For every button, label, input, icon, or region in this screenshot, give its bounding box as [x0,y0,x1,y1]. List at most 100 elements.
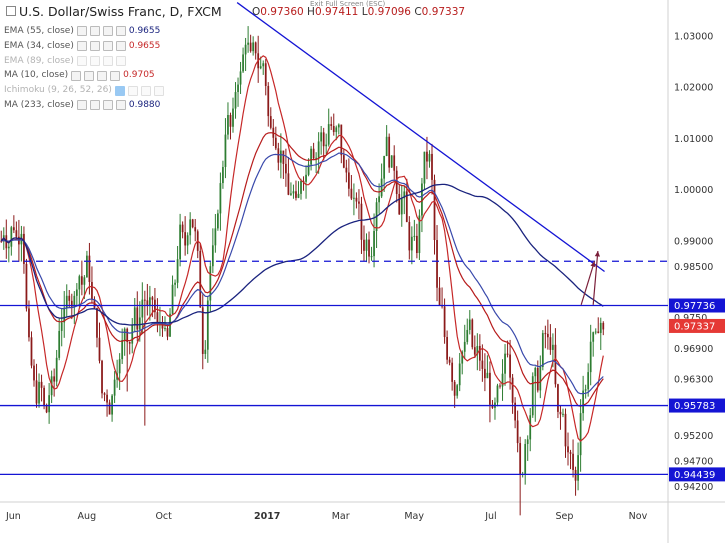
source-icon[interactable] [102,100,113,111]
candle-body [481,360,484,369]
candle-body [222,167,224,184]
candle-body [83,277,86,285]
y-tick-label: 1.00000 [674,185,713,196]
eye-icon[interactable] [71,70,82,81]
gear-icon[interactable] [127,85,138,96]
candle-body [148,297,151,306]
candle-body [161,322,164,329]
candle-body [0,240,3,242]
level-price-badge [669,298,725,313]
exit-fullscreen-hint[interactable]: Exit Full Screen (ESC) [310,0,386,8]
x-tick-label: Mar [332,511,350,522]
legend-row[interactable]: Ichimoku (9, 26, 52, 26) [4,83,164,98]
eye-icon[interactable] [76,41,87,52]
eye-icon[interactable] [76,55,87,66]
candle-body [126,328,129,343]
candle-body [531,376,534,416]
candle-body [360,203,363,240]
candle-body [347,172,350,189]
candle-body [587,372,590,390]
y-tick-label: 1.02000 [674,83,713,94]
candle-body [166,328,169,337]
legend-row[interactable]: EMA (55, close) 0.9655 [4,24,164,39]
candle-body [400,198,403,215]
candle-body [227,115,229,135]
candle-body [327,124,330,145]
candle-body [423,151,426,184]
candle-body [436,240,438,288]
source-icon[interactable] [102,41,113,52]
source-icon[interactable] [97,70,108,81]
close-icon[interactable] [110,70,121,81]
candle-body [136,307,139,330]
close-icon[interactable] [115,100,126,111]
gear-icon[interactable] [84,70,95,81]
candle-body [237,84,239,93]
candle-body [511,377,514,403]
eye-icon[interactable] [76,26,87,37]
legend-label: EMA (34, close) [4,40,74,51]
symbol-square-icon[interactable] [6,6,16,16]
candle-body [68,295,71,301]
candle-body [279,150,282,163]
candle-body [552,344,554,350]
candle-body [466,329,469,342]
ema34-line [1,132,604,407]
candle-body [189,219,192,236]
gear-icon[interactable] [89,26,100,37]
eye-icon[interactable] [114,85,125,96]
close-icon[interactable] [115,55,126,66]
candle-body [458,363,461,386]
ema55-line [1,152,604,395]
gear-icon[interactable] [89,100,100,111]
candle-body [290,193,292,195]
projection-arrow-head [594,251,600,257]
candle-body [179,224,181,260]
legend-row[interactable]: EMA (89, close) [4,54,164,69]
candle-body [73,295,76,307]
eye-icon[interactable] [76,100,87,111]
source-icon[interactable] [102,55,113,66]
source-icon[interactable] [102,26,113,37]
candle-body [410,236,413,251]
candle-body [98,337,101,361]
candle-body [463,341,466,352]
candle-body [103,393,106,395]
candle-body [322,132,325,147]
candle-body [549,337,552,350]
candle-body [118,359,121,374]
candle-body [383,156,386,179]
candle-body [282,150,285,164]
candle-body [388,136,391,168]
candle-body [75,289,78,296]
candle-body [426,151,428,162]
legend-row[interactable]: EMA (34, close) 0.9655 [4,39,164,54]
candle-body [562,413,564,415]
candle-body [504,353,506,374]
candle-body [574,469,577,481]
legend-row[interactable]: MA (233, close) 0.9880 [4,98,164,113]
candle-body [602,322,605,330]
candle-body [478,345,481,361]
candle-body [164,328,166,330]
candle-body [201,307,204,354]
candle-body [219,183,222,214]
gear-icon[interactable] [89,41,100,52]
close-icon[interactable] [153,85,164,96]
candle-body [554,344,557,385]
candle-body [345,167,348,173]
gear-icon[interactable] [89,55,100,66]
legend-row[interactable]: MA (10, close) 0.9705 [4,68,164,83]
candle-body [244,44,247,55]
y-tick-label-partial: 0.9750 [674,313,707,324]
source-icon[interactable] [140,85,151,96]
candle-body [156,312,159,324]
candle-body [418,215,421,254]
candle-body [300,180,302,194]
candle-body [176,259,179,283]
close-icon[interactable] [115,26,126,37]
close-icon[interactable] [115,41,126,52]
ohlc-key-o: O [252,6,261,18]
candle-body [544,333,547,335]
